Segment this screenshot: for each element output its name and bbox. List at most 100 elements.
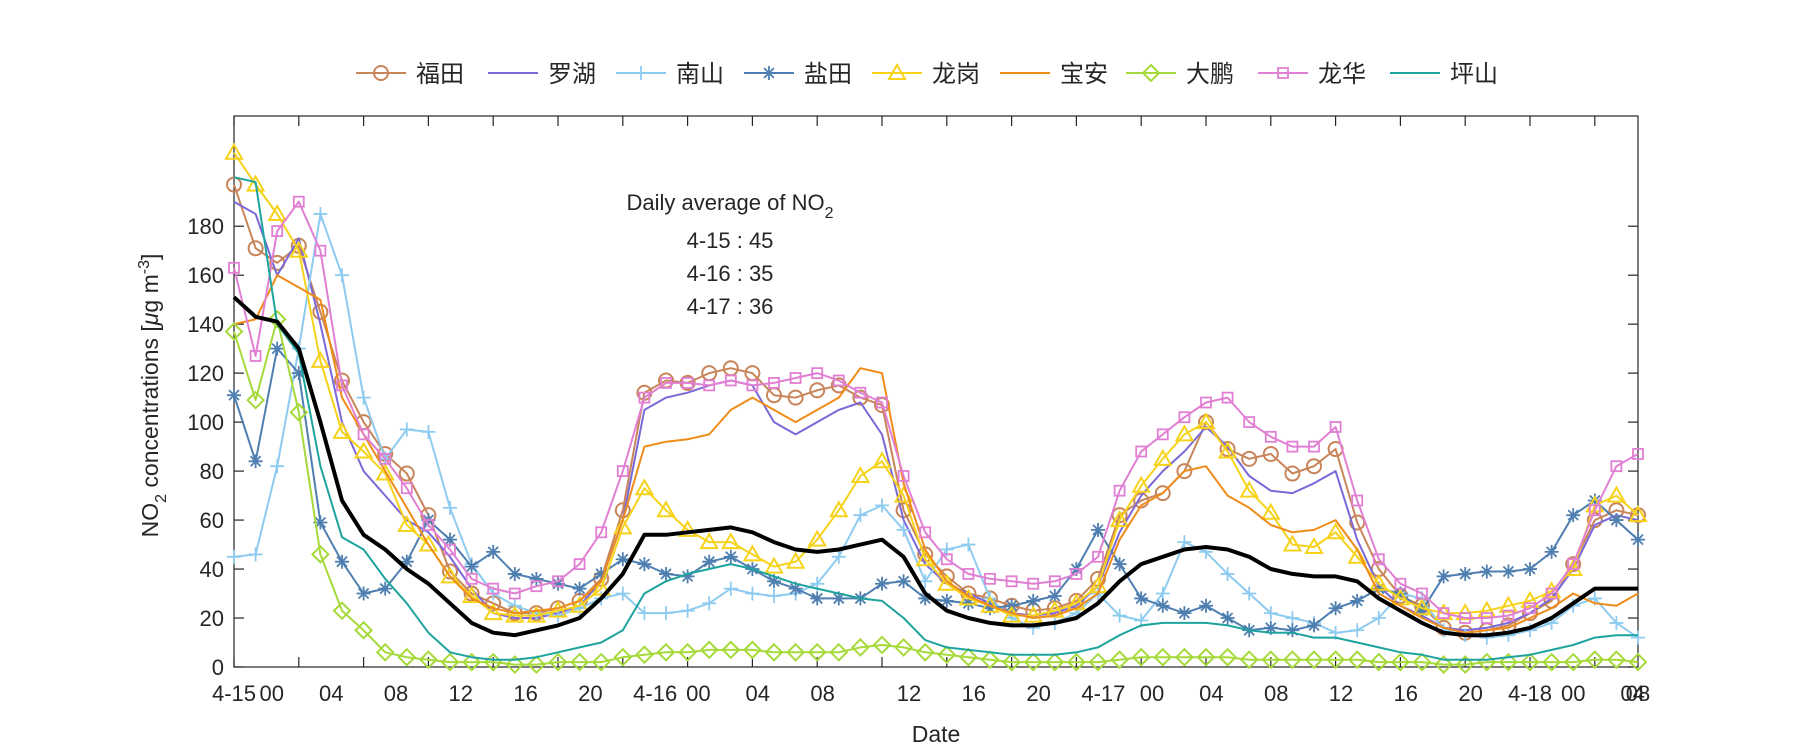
data-point bbox=[1394, 577, 1407, 590]
annotation-title: Daily average of NO2 bbox=[627, 190, 834, 222]
x-tick-label: 04 bbox=[1620, 681, 1644, 706]
legend: 福田 罗湖 南山 盐田 龙岗 宝安 大鹏 龙华 坪山 bbox=[356, 61, 1498, 88]
data-point bbox=[1156, 428, 1169, 441]
data-point bbox=[375, 642, 395, 662]
data-point bbox=[1369, 652, 1389, 672]
data-point bbox=[831, 591, 846, 606]
data-point bbox=[1351, 494, 1364, 507]
y-tick-label: 140 bbox=[187, 312, 224, 337]
data-point bbox=[1282, 534, 1303, 552]
x-tick-label: 00 bbox=[1561, 681, 1585, 706]
data-point bbox=[270, 341, 285, 356]
data-point bbox=[1632, 448, 1644, 460]
data-point bbox=[486, 544, 501, 559]
data-point bbox=[659, 606, 673, 621]
x-tick-label: 08 bbox=[1626, 681, 1650, 706]
y-tick-label: 180 bbox=[187, 214, 224, 239]
data-point bbox=[245, 174, 266, 192]
data-point bbox=[442, 563, 458, 580]
data-point bbox=[961, 596, 976, 611]
data-point bbox=[1112, 608, 1127, 623]
series-line bbox=[233, 176, 1638, 661]
data-point bbox=[853, 508, 868, 523]
data-point bbox=[1520, 652, 1540, 672]
data-point bbox=[314, 244, 327, 257]
data-point bbox=[418, 650, 438, 670]
data-point bbox=[1541, 581, 1562, 599]
data-point bbox=[1628, 505, 1648, 523]
data-point bbox=[702, 596, 717, 611]
data-point bbox=[1458, 566, 1473, 581]
x-tick-label: 12 bbox=[897, 681, 921, 706]
x-tick-label: 08 bbox=[384, 681, 408, 706]
data-point bbox=[1566, 508, 1581, 523]
data-point bbox=[637, 606, 652, 621]
data-point bbox=[1369, 573, 1389, 591]
data-point bbox=[1371, 611, 1386, 626]
data-point bbox=[1308, 440, 1320, 453]
data-point bbox=[1196, 412, 1216, 430]
data-point bbox=[680, 569, 695, 584]
data-point bbox=[1587, 493, 1602, 508]
legend-label: 龙华 bbox=[1318, 61, 1366, 88]
x-tick-label: 16 bbox=[513, 681, 537, 706]
data-point bbox=[1609, 615, 1624, 630]
data-point bbox=[1393, 586, 1408, 601]
data-point bbox=[249, 350, 262, 362]
data-point bbox=[1220, 611, 1235, 626]
data-point bbox=[1306, 458, 1322, 475]
data-point bbox=[962, 568, 975, 580]
data-point bbox=[1520, 590, 1540, 608]
y-tick-label: 120 bbox=[187, 361, 224, 386]
data-point bbox=[1066, 652, 1086, 672]
legend-item: 大鹏 bbox=[1126, 61, 1234, 88]
plot-area-frame bbox=[233, 115, 1639, 668]
data-point bbox=[1434, 655, 1454, 674]
data-point bbox=[1027, 577, 1040, 590]
data-point bbox=[505, 655, 525, 674]
data-point bbox=[1524, 602, 1536, 615]
data-point bbox=[1609, 513, 1624, 528]
data-point bbox=[699, 640, 719, 660]
data-point bbox=[248, 547, 263, 562]
x-axis-title: Date bbox=[912, 721, 961, 747]
data-point bbox=[246, 390, 266, 410]
data-point bbox=[591, 652, 611, 672]
data-point bbox=[247, 240, 264, 257]
data-point bbox=[271, 225, 284, 237]
data-point bbox=[1610, 460, 1623, 473]
data-point bbox=[529, 571, 544, 586]
series-line bbox=[232, 295, 1638, 638]
data-point bbox=[918, 574, 933, 589]
data-point bbox=[850, 637, 870, 657]
legend-swatch-marker bbox=[1277, 67, 1289, 79]
x-tick-label: 16 bbox=[962, 681, 986, 706]
data-point bbox=[1110, 650, 1130, 670]
data-point bbox=[1459, 612, 1472, 624]
data-point bbox=[896, 522, 911, 537]
series-station-4 bbox=[224, 142, 1648, 623]
data-point bbox=[1282, 650, 1302, 670]
data-point bbox=[852, 389, 869, 406]
data-point bbox=[637, 557, 652, 572]
data-point bbox=[1329, 421, 1342, 433]
data-point bbox=[1112, 557, 1127, 572]
data-point bbox=[464, 559, 479, 574]
data-point bbox=[1155, 598, 1170, 613]
data-point bbox=[680, 603, 695, 618]
data-point bbox=[335, 554, 349, 569]
data-point bbox=[1177, 606, 1192, 621]
data-point bbox=[1437, 607, 1450, 620]
data-point bbox=[1412, 598, 1432, 616]
series-line bbox=[233, 318, 1639, 666]
data-point bbox=[1371, 581, 1386, 596]
data-point bbox=[1263, 606, 1278, 621]
data-point bbox=[896, 574, 911, 589]
data-point bbox=[723, 549, 738, 564]
data-point bbox=[357, 428, 370, 441]
legend-label: 盐田 bbox=[804, 61, 852, 88]
data-point bbox=[742, 544, 763, 562]
data-point bbox=[1220, 566, 1235, 581]
data-point bbox=[1479, 564, 1494, 579]
data-point bbox=[398, 465, 415, 482]
